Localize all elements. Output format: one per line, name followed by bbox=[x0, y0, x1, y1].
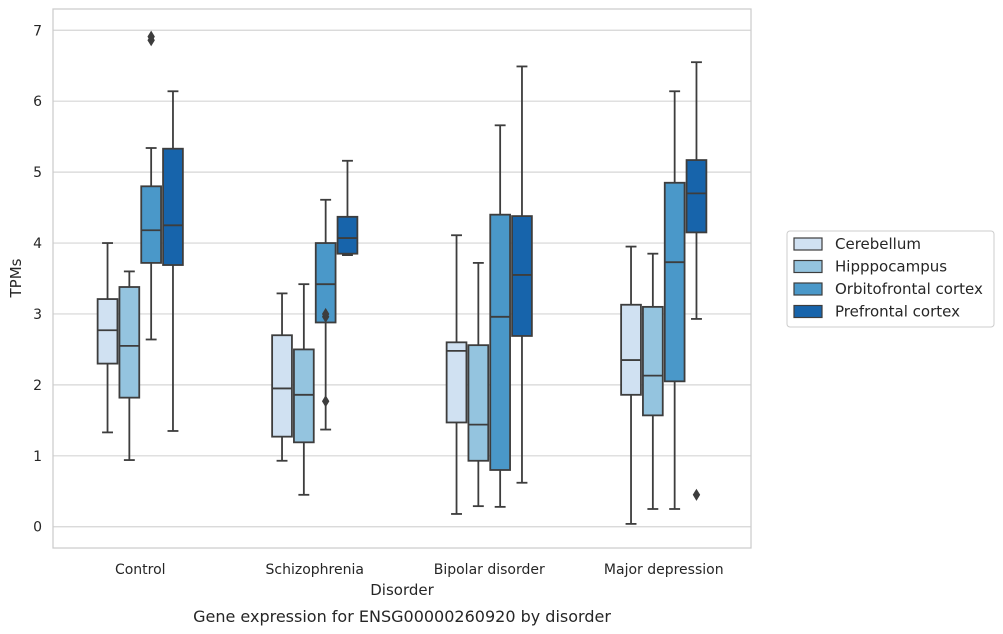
box bbox=[642, 305, 664, 417]
x-tick-label: Schizophrenia bbox=[266, 562, 364, 578]
y-tick-label: 0 bbox=[33, 520, 42, 536]
grid-lines bbox=[53, 29, 751, 528]
box bbox=[336, 215, 359, 255]
y-tick-label: 1 bbox=[33, 449, 42, 465]
y-tick-label: 5 bbox=[33, 165, 42, 181]
box-group bbox=[271, 292, 293, 462]
outlier-point bbox=[321, 395, 330, 408]
outlier-point bbox=[147, 30, 155, 43]
y-axis-label: TPMs bbox=[7, 258, 25, 298]
box-group bbox=[445, 234, 468, 515]
box-group bbox=[620, 245, 642, 525]
x-tick-label: Bipolar disorder bbox=[434, 562, 545, 578]
box-group bbox=[489, 124, 511, 508]
y-tick-label: 2 bbox=[33, 378, 42, 394]
box-group bbox=[642, 252, 664, 510]
legend-frame bbox=[786, 230, 995, 328]
y-tick-labels: 0 1 2 3 4 5 6 7 bbox=[33, 23, 42, 535]
box bbox=[118, 286, 141, 399]
box bbox=[140, 185, 162, 264]
x-tick-label: Control bbox=[115, 562, 166, 578]
box bbox=[445, 341, 468, 424]
plot-frame bbox=[52, 8, 752, 549]
x-tick-label: Major depression bbox=[604, 562, 724, 578]
y-tick-label: 7 bbox=[33, 23, 42, 39]
outlier-point bbox=[321, 307, 330, 320]
plot-boxes bbox=[96, 30, 708, 525]
box-group bbox=[685, 61, 708, 501]
legend-label: Orbitofrontal cortex bbox=[835, 280, 983, 298]
box-group bbox=[336, 159, 359, 256]
box-group bbox=[140, 30, 162, 341]
legend-label: Prefrontal cortex bbox=[835, 303, 960, 321]
box-group bbox=[467, 261, 490, 508]
box-group bbox=[314, 198, 337, 431]
box bbox=[271, 334, 293, 438]
legend-swatch bbox=[793, 259, 823, 274]
legend-swatch bbox=[793, 282, 823, 296]
box-group bbox=[293, 283, 315, 496]
y-tick-label: 4 bbox=[33, 236, 42, 252]
box bbox=[511, 215, 533, 337]
outlier-point bbox=[692, 488, 701, 501]
chart-caption: Gene expression for ENSG00000260920 by d… bbox=[193, 607, 611, 626]
box bbox=[489, 213, 511, 471]
legend-swatch bbox=[793, 237, 823, 251]
legend-swatch bbox=[793, 304, 823, 319]
box-group bbox=[162, 90, 184, 432]
box-group bbox=[511, 65, 533, 484]
y-tick-label: 3 bbox=[33, 307, 42, 323]
box bbox=[162, 147, 184, 266]
box bbox=[96, 298, 119, 365]
x-tick-labels: Control Schizophrenia Bipolar disorder Majo… bbox=[115, 562, 724, 578]
box-group bbox=[118, 270, 141, 461]
legend-label: Cerebellum bbox=[835, 235, 921, 253]
box bbox=[685, 159, 708, 234]
y-tick-label: 6 bbox=[33, 94, 42, 110]
legend-label: Hipppocampus bbox=[835, 258, 947, 276]
box-group bbox=[663, 90, 686, 510]
x-axis-label: Disorder bbox=[370, 581, 434, 599]
box bbox=[620, 303, 642, 396]
legend: Cerebellum Hipppocampus Orbitofrontal cort… bbox=[786, 230, 995, 328]
box bbox=[663, 181, 686, 383]
box-group bbox=[96, 242, 119, 434]
box bbox=[293, 348, 315, 444]
box bbox=[467, 344, 490, 462]
